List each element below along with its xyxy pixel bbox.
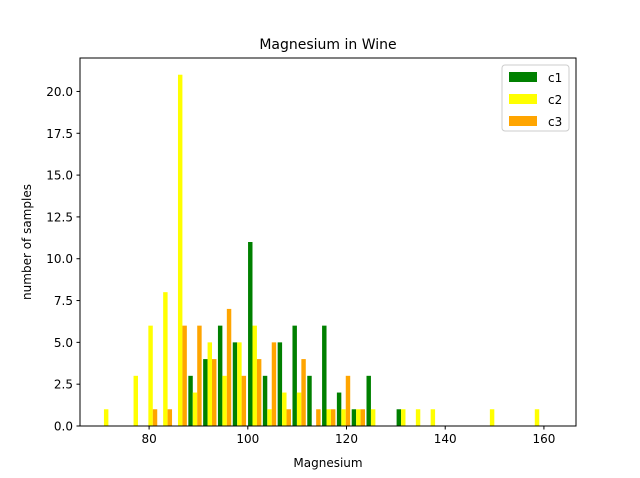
legend: c1 c2 c3 bbox=[501, 64, 570, 132]
bar-c2-1 bbox=[133, 375, 138, 426]
bar-c2-7 bbox=[222, 375, 227, 426]
bar-c3-2 bbox=[182, 325, 187, 426]
x-tick-label: 100 bbox=[236, 432, 259, 446]
bar-c1-11 bbox=[351, 409, 357, 426]
bar-c1-3 bbox=[232, 342, 238, 426]
bar-c2-15 bbox=[356, 409, 361, 426]
x-tick-label: 160 bbox=[532, 432, 555, 446]
bar-c1-7 bbox=[292, 325, 297, 426]
bar-c1-4 bbox=[248, 242, 253, 426]
bar-c2-13 bbox=[326, 409, 331, 426]
bar-c1-8 bbox=[307, 375, 312, 426]
legend-label-c2: c2 bbox=[548, 93, 562, 107]
bar-c2-10 bbox=[267, 409, 272, 426]
bar-c3-1 bbox=[167, 409, 173, 426]
x-tick-label: 140 bbox=[434, 432, 457, 446]
bar-c2-16 bbox=[370, 409, 376, 426]
legend-swatch-c3 bbox=[509, 116, 537, 126]
bar-c3-9 bbox=[286, 409, 291, 426]
bar-c3-0 bbox=[152, 409, 158, 426]
chart-title: Magnesium in Wine bbox=[259, 37, 396, 53]
bars-layer bbox=[103, 74, 540, 426]
bar-c2-12 bbox=[296, 392, 302, 426]
bar-c3-6 bbox=[241, 375, 247, 426]
bar-c3-3 bbox=[197, 325, 202, 426]
bar-c3-11 bbox=[316, 409, 321, 426]
y-tick-label: 5.0 bbox=[54, 336, 73, 350]
bar-c3-13 bbox=[345, 375, 351, 426]
bar-c1-1 bbox=[203, 359, 208, 426]
legend-swatch-c2 bbox=[509, 94, 537, 104]
bar-c2-8 bbox=[237, 342, 242, 426]
legend-label-c3: c3 bbox=[548, 115, 562, 129]
bar-c2-4 bbox=[177, 74, 183, 426]
legend-swatch-c1 bbox=[509, 72, 537, 82]
x-axis-ticks: 80 100 120 140 160 bbox=[141, 426, 555, 446]
bar-c1-0 bbox=[188, 375, 193, 426]
bar-c2-21 bbox=[534, 409, 540, 426]
bar-c2-11 bbox=[282, 392, 287, 426]
y-tick-label: 12.5 bbox=[46, 210, 73, 224]
bar-c1-9 bbox=[322, 325, 327, 426]
bar-c2-14 bbox=[341, 409, 346, 426]
y-tick-label: 7.5 bbox=[54, 294, 73, 308]
legend-label-c1: c1 bbox=[548, 71, 562, 85]
bar-c2-20 bbox=[489, 409, 495, 426]
bar-c2-19 bbox=[430, 409, 436, 426]
bar-c2-9 bbox=[252, 325, 257, 426]
bar-c3-14 bbox=[360, 409, 366, 426]
bar-c2-2 bbox=[148, 325, 153, 426]
bar-c2-3 bbox=[163, 292, 168, 426]
x-axis-label: Magnesium bbox=[293, 456, 362, 470]
y-tick-label: 2.5 bbox=[54, 378, 73, 392]
y-tick-label: 10.0 bbox=[46, 252, 73, 266]
plot-frame bbox=[79, 57, 577, 427]
bar-c3-12 bbox=[330, 409, 336, 426]
y-axis-ticks: 0.0 2.5 5.0 7.5 10.0 12.5 15.0 17.5 20.0 bbox=[46, 85, 80, 434]
bar-c2-17 bbox=[401, 409, 406, 426]
bar-c2-5 bbox=[192, 392, 198, 426]
bar-c1-10 bbox=[336, 392, 342, 426]
bar-c1-12 bbox=[366, 375, 371, 426]
bar-c2-6 bbox=[207, 342, 213, 426]
bar-c1-5 bbox=[262, 375, 268, 426]
bar-c3-4 bbox=[212, 359, 217, 426]
bar-c2-18 bbox=[415, 409, 421, 426]
bar-c3-5 bbox=[226, 308, 232, 426]
y-tick-label: 0.0 bbox=[54, 420, 73, 434]
bar-c3-7 bbox=[256, 359, 262, 426]
x-tick-label: 80 bbox=[141, 432, 156, 446]
bar-c3-8 bbox=[271, 342, 277, 426]
bar-c1-6 bbox=[277, 342, 283, 426]
y-tick-label: 20.0 bbox=[46, 85, 73, 99]
bar-c2-0 bbox=[103, 409, 109, 426]
bar-c1-13 bbox=[396, 409, 402, 426]
y-tick-label: 15.0 bbox=[46, 169, 73, 183]
bar-c1-2 bbox=[217, 325, 223, 426]
x-tick-label: 120 bbox=[335, 432, 358, 446]
y-axis-label: number of samples bbox=[20, 184, 34, 300]
y-tick-label: 17.5 bbox=[46, 127, 73, 141]
bar-c3-10 bbox=[301, 359, 306, 426]
